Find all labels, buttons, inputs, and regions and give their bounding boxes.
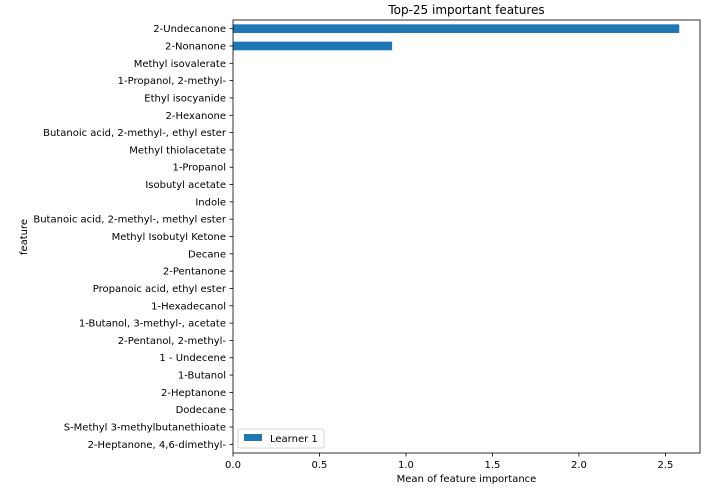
y-tick-label: Indole	[195, 197, 226, 208]
bars-group	[233, 24, 680, 51]
bar	[233, 41, 393, 51]
y-tick-label: 2-Nonanone	[165, 41, 226, 52]
y-tick-label: S-Methyl 3-methylbutanethioate	[64, 423, 226, 434]
legend-swatch	[244, 434, 262, 441]
y-tick-label: Ethyl isocyanide	[144, 93, 226, 104]
y-tick-label: Methyl isovalerate	[134, 59, 226, 70]
y-tick-label: 1-Butanol, 3-methyl-, acetate	[79, 319, 226, 330]
legend-label: Learner 1	[270, 434, 318, 445]
y-tick-labels: 2-Undecanone 2-Nonanone Methyl isovalerate…	[33, 24, 233, 451]
y-tick-label: 2-Pentanone	[163, 267, 226, 278]
y-tick-label: 2-Heptanone, 4,6-dimethyl-	[88, 440, 227, 451]
x-ticks: 0.0 0.5 1.0 1.5 2.0 2.5	[225, 453, 673, 471]
y-tick-label: 2-Heptanone	[161, 388, 226, 399]
y-tick-label: Decane	[188, 249, 226, 260]
y-tick-label: 2-Hexanone	[166, 111, 226, 122]
y-tick-label: Methyl thiolacetate	[129, 145, 226, 156]
y-tick-label: Isobutyl acetate	[145, 180, 226, 191]
y-tick-label: 1-Propanol, 2-methyl-	[118, 76, 227, 87]
y-tick-label: 2-Undecanone	[153, 24, 226, 35]
x-tick-label: 0.5	[312, 460, 328, 471]
y-axis-label: feature	[19, 219, 30, 255]
x-tick-label: 0.0	[225, 460, 241, 471]
legend-box	[237, 428, 325, 449]
y-tick-label: 1-Hexadecanol	[151, 301, 226, 312]
x-tick-label: 2.0	[571, 460, 587, 471]
y-tick-label: Methyl Isobutyl Ketone	[112, 232, 226, 243]
legend: Learner 1	[237, 428, 325, 449]
chart-title: Top-25 important features	[387, 3, 544, 17]
y-tick-label: 1 - Undecene	[159, 353, 226, 364]
x-tick-label: 2.5	[657, 460, 673, 471]
x-axis-label: Mean of feature importance	[397, 474, 537, 485]
bar	[233, 24, 680, 33]
y-tick-label: Butanoic acid, 2-methyl-, ethyl ester	[43, 128, 227, 139]
y-tick-label: Butanoic acid, 2-methyl-, methyl ester	[33, 215, 227, 226]
plot-frame	[232, 19, 701, 454]
y-tick-label: 2-Pentanol, 2-methyl-	[118, 336, 227, 347]
x-tick-label: 1.0	[398, 460, 414, 471]
y-tick-label: 1-Propanol	[172, 163, 226, 174]
y-tick-label: 1-Butanol	[178, 371, 226, 382]
x-tick-label: 1.5	[484, 460, 500, 471]
y-tick-label: Propanoic acid, ethyl ester	[93, 284, 227, 295]
y-tick-label: Dodecane	[176, 405, 226, 416]
